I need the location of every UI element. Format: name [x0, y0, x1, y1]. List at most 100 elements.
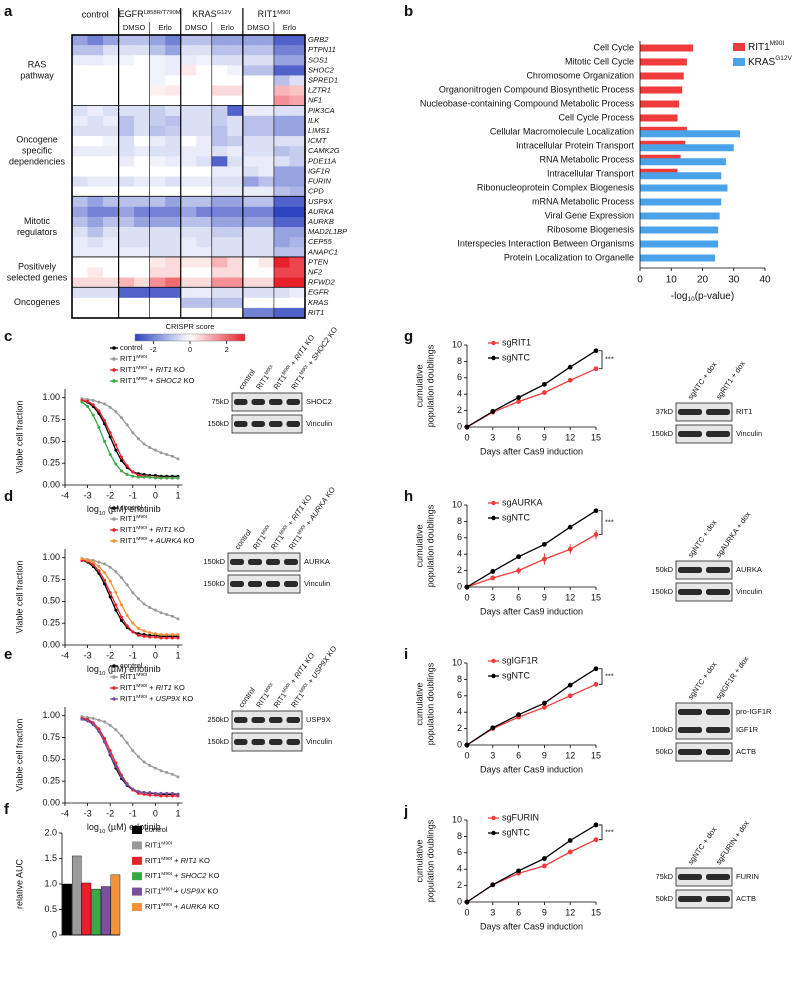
text-part: KRAS	[748, 57, 776, 68]
heatmap-cell	[149, 75, 166, 86]
heatmap-cell	[165, 237, 182, 248]
data-point	[114, 764, 118, 768]
heatmap-cell	[118, 307, 135, 319]
heatmap-cell	[134, 227, 151, 238]
text-part: RIT1	[120, 536, 136, 545]
blot-band	[234, 421, 248, 427]
legend-marker	[491, 340, 496, 346]
heatmap-cell	[273, 186, 290, 198]
text-part: RIT1	[156, 683, 172, 692]
heatmap-cell	[211, 267, 228, 278]
text-part: RIT1	[258, 9, 278, 19]
blot-band	[284, 559, 298, 565]
significance-bracket	[599, 510, 603, 535]
data-point	[142, 791, 146, 795]
x-tick-label: 0	[464, 750, 469, 760]
category-label: Interspecies Interaction Between Organis…	[457, 238, 634, 248]
text-part: RIT1	[145, 871, 161, 880]
y-tick-label: 1.00	[42, 710, 60, 720]
heatmap-cell	[87, 125, 104, 137]
band-size: 50kD	[655, 894, 673, 903]
heatmap-cell	[227, 35, 244, 46]
heatmap-cell	[227, 176, 244, 188]
heatmap-cell	[118, 115, 135, 127]
heatmap-cell	[258, 115, 275, 127]
protein-label: AURKA	[736, 565, 762, 574]
heatmap-cell	[227, 146, 244, 157]
data-point	[165, 452, 169, 456]
blot-band	[269, 421, 283, 427]
heatmap-cell	[87, 45, 104, 56]
legend-label: RIT1M90I + RIT1 KO	[145, 856, 210, 865]
column-subgroup-label: Erlo	[283, 23, 296, 32]
heatmap-cell	[165, 45, 182, 56]
text-part: SHOC2	[181, 871, 208, 880]
heatmap-cell	[180, 186, 197, 198]
bar	[640, 86, 683, 94]
heatmap-cell	[196, 115, 213, 127]
data-point	[170, 794, 174, 798]
data-point	[142, 442, 146, 446]
text-part: M90I	[298, 364, 309, 376]
heatmap-cell	[227, 247, 244, 258]
heatmap-cell	[165, 227, 182, 238]
heatmap-cell	[289, 35, 306, 46]
heatmap-cell	[211, 257, 228, 268]
x-tick-label: 12	[565, 907, 575, 917]
category-label: Protein Localization to Organelle	[504, 252, 634, 262]
heatmap-cell	[134, 196, 151, 208]
data-point	[97, 560, 101, 564]
heatmap-cell	[118, 156, 135, 167]
blot-panel	[675, 889, 733, 909]
legend-label: RIT1M90I + USP9X KO	[145, 886, 218, 895]
data-point	[91, 560, 95, 564]
y-tick-label: 0.00	[42, 479, 60, 489]
y-axis-label: Viable cell fraction	[14, 719, 24, 792]
heatmap-cell	[87, 55, 104, 66]
x-tick-label: 0	[464, 592, 469, 602]
heatmap-cell	[242, 55, 259, 66]
heatmap-cell	[211, 125, 228, 137]
legend-marker	[491, 500, 496, 506]
heatmap-cell	[289, 277, 306, 289]
y-tick-label: 0	[457, 739, 462, 749]
data-point	[176, 476, 180, 480]
heatmap-cell	[134, 156, 151, 167]
blot-panel	[675, 702, 733, 740]
heatmap-cell	[180, 65, 197, 76]
gene-label: EGFR	[308, 288, 329, 297]
heatmap-cell	[242, 85, 259, 97]
data-point	[103, 562, 107, 566]
heatmap-cell	[196, 65, 213, 76]
legend-marker	[491, 815, 496, 821]
heatmap-cell	[242, 257, 259, 268]
text-part: +	[147, 365, 156, 374]
legend-marker	[112, 528, 116, 532]
heatmap-cell	[149, 115, 166, 127]
text-part: KO	[206, 902, 219, 911]
heatmap-cell	[103, 257, 119, 268]
heatmap-cell	[258, 125, 275, 137]
data-point	[103, 571, 107, 575]
heatmap-cell	[242, 105, 259, 117]
heatmap-cell	[289, 287, 306, 299]
lane-label: control	[233, 527, 253, 551]
gene-label: PIK3CA	[308, 106, 335, 115]
heatmap-cell	[180, 156, 197, 167]
heatmap-cell	[118, 267, 135, 278]
heatmap-cell	[165, 247, 182, 258]
protein-label: Vinculin	[304, 579, 330, 588]
data-point	[165, 794, 169, 798]
series-line	[466, 824, 597, 903]
band-size: 150kD	[207, 419, 229, 428]
legend-marker	[491, 830, 496, 836]
heatmap-cell	[211, 95, 228, 107]
y-tick-label: 1.5	[44, 853, 57, 863]
data-point	[567, 524, 573, 530]
data-point	[108, 595, 112, 599]
protein-label: FURIN	[736, 872, 759, 881]
heatmap-cell	[72, 247, 88, 258]
heatmap-cell	[242, 247, 259, 258]
text-part: RIT1	[120, 525, 136, 534]
